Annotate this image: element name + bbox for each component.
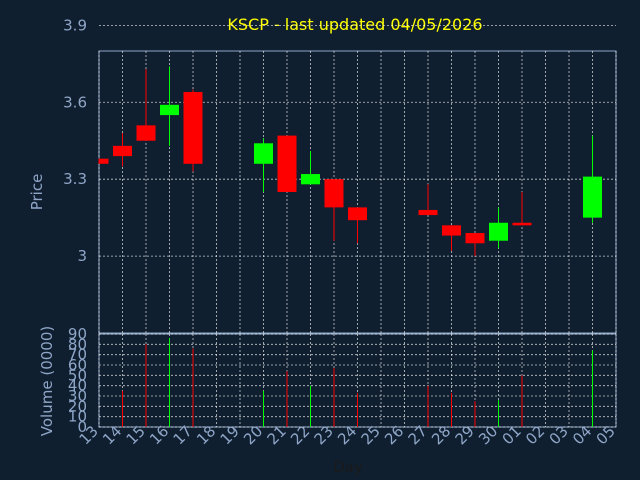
candle-body bbox=[324, 179, 344, 208]
day-tick-label: 26 bbox=[381, 422, 407, 448]
volume-tick-label: 10 bbox=[68, 408, 87, 426]
day-tick-label: 20 bbox=[240, 422, 266, 448]
day-tick-label: 15 bbox=[123, 422, 149, 448]
volume-bars bbox=[122, 338, 593, 427]
candle-body bbox=[254, 143, 273, 164]
day-tick-label: 05 bbox=[593, 422, 619, 448]
candle-body bbox=[348, 207, 367, 221]
day-tick-label: 27 bbox=[405, 422, 431, 448]
day-tick-label: 02 bbox=[522, 422, 548, 448]
price-tick-label: 3.3 bbox=[63, 170, 87, 188]
candle-body bbox=[442, 225, 461, 236]
volume-tick-label: 30 bbox=[68, 387, 87, 405]
candle-body bbox=[583, 176, 602, 218]
day-tick-label: 04 bbox=[569, 422, 595, 448]
day-tick-label: 23 bbox=[311, 422, 337, 448]
volume-axis-label: Volume (0000) bbox=[38, 326, 56, 436]
volume-tick-label: 40 bbox=[68, 377, 87, 395]
day-tick-label: 29 bbox=[452, 422, 478, 448]
day-axis-label: Day bbox=[333, 458, 363, 476]
day-tick-labels: 1314151617181920212223242526272829300102… bbox=[76, 422, 619, 448]
candle-body bbox=[512, 222, 532, 226]
day-tick-label: 18 bbox=[193, 422, 219, 448]
price-axis-label: Price bbox=[28, 174, 46, 211]
price-tick-label: 3.9 bbox=[63, 16, 87, 34]
day-tick-label: 28 bbox=[428, 422, 454, 448]
volume-tick-label: 60 bbox=[68, 356, 87, 374]
day-tick-label: 24 bbox=[334, 422, 360, 448]
candle-body bbox=[160, 104, 179, 116]
day-tick-label: 22 bbox=[287, 422, 313, 448]
volume-tick-label: 70 bbox=[68, 346, 87, 364]
candle-body bbox=[301, 174, 320, 185]
day-tick-label: 01 bbox=[499, 422, 525, 448]
candle-body bbox=[99, 158, 109, 164]
candle-body bbox=[136, 125, 156, 141]
volume-tick-label: 20 bbox=[68, 397, 87, 415]
day-tick-label: 16 bbox=[146, 422, 172, 448]
day-tick-label: 30 bbox=[475, 422, 501, 448]
volume-tick-label: 90 bbox=[68, 325, 87, 343]
day-tick-label: 19 bbox=[217, 422, 243, 448]
candle-body bbox=[465, 233, 485, 244]
candle-body bbox=[183, 92, 203, 164]
price-tick-label: 3.6 bbox=[63, 93, 87, 111]
candle-body bbox=[418, 209, 438, 216]
day-tick-label: 21 bbox=[264, 422, 290, 448]
candle-body bbox=[489, 222, 508, 241]
chart-title: KSCP - last updated 04/05/2026 bbox=[227, 15, 482, 34]
volume-tick-label: 0 bbox=[77, 418, 87, 436]
volume-tick-label: 50 bbox=[68, 366, 87, 384]
day-tick-label: 14 bbox=[99, 422, 125, 448]
day-tick-label: 25 bbox=[358, 422, 384, 448]
day-tick-label: 17 bbox=[170, 422, 196, 448]
price-tick-label: 3 bbox=[77, 247, 87, 265]
day-tick-label: 03 bbox=[546, 422, 572, 448]
candle-body bbox=[113, 145, 132, 157]
price-tick-labels: 3 3.3 3.6 3.9 bbox=[63, 16, 87, 265]
candle-body bbox=[277, 135, 297, 192]
volume-tick-label: 80 bbox=[68, 335, 87, 353]
price-candles bbox=[98, 66, 602, 257]
